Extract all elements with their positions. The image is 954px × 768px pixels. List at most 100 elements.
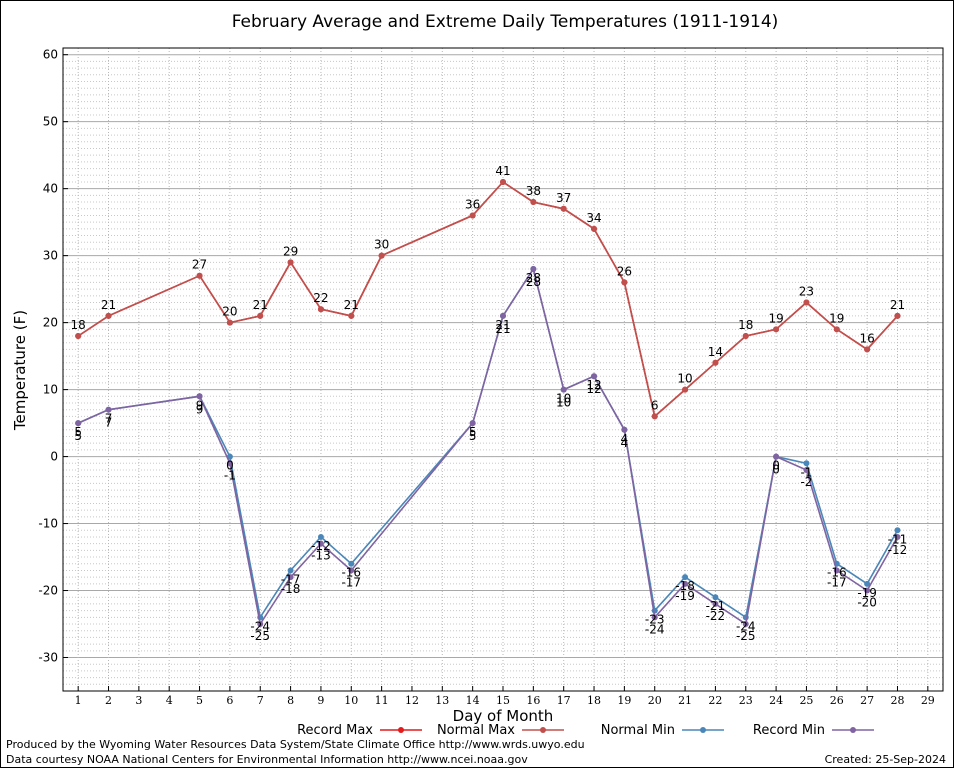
x-tick-label: 9 [317, 694, 324, 707]
point-normal-min [712, 594, 719, 601]
x-tick-label: 13 [435, 694, 449, 707]
data-label-record-max: 10 [677, 372, 692, 386]
x-tick-label: 17 [557, 694, 571, 707]
point-record-min [105, 406, 112, 413]
x-tick-label: 14 [466, 694, 480, 707]
data-label-normal-min: 28 [526, 271, 541, 285]
x-tick-label: 4 [166, 694, 173, 707]
data-label-normal-min: 0 [772, 459, 780, 473]
point-record-min [530, 266, 537, 273]
data-label-record-max: 21 [890, 298, 905, 312]
x-tick-label: 23 [739, 694, 753, 707]
y-tick-label: 60 [43, 48, 58, 62]
data-label-normal-min: 21 [495, 318, 510, 332]
y-tick-label: -10 [38, 517, 58, 531]
x-tick-label: 22 [708, 694, 722, 707]
data-label-record-min: -20 [857, 596, 877, 610]
data-label-record-max: 21 [344, 298, 359, 312]
legend-marker-normal-max [540, 727, 546, 733]
y-tick-label: 10 [43, 383, 58, 397]
point-normal-max [833, 326, 840, 333]
data-label-record-min: -18 [281, 582, 301, 596]
point-normal-max [196, 272, 203, 279]
point-normal-max [864, 346, 871, 353]
point-record-min [773, 453, 780, 460]
legend-label-normal-min: Normal Min [601, 723, 675, 738]
point-normal-min [682, 574, 689, 581]
point-normal-max [712, 359, 719, 366]
footer-produced-by: Produced by the Wyoming Water Resources … [6, 738, 585, 751]
x-tick-label: 20 [648, 694, 662, 707]
data-label-normal-min: -24 [736, 619, 756, 633]
point-record-min [682, 580, 689, 587]
x-tick-label: 12 [405, 694, 419, 707]
point-normal-max [257, 312, 264, 319]
point-normal-min [348, 560, 355, 567]
point-normal-max [348, 312, 355, 319]
point-normal-max [773, 326, 780, 333]
data-label-normal-min: -19 [857, 586, 877, 600]
x-tick-label: 5 [196, 694, 203, 707]
data-label-record-min: -24 [645, 622, 665, 636]
x-tick-label: 8 [287, 694, 294, 707]
point-record-min [560, 386, 567, 393]
point-record-min [348, 567, 355, 574]
data-label-record-min: -19 [675, 589, 695, 603]
data-label-record-min: -17 [341, 575, 361, 589]
data-label-record-min: -2 [800, 475, 812, 489]
data-label-record-min: 10 [556, 396, 571, 410]
legend: Record Max Normal Max Normal Min Record Min [297, 723, 874, 738]
point-record-min [196, 393, 203, 400]
data-label-record-max: 41 [495, 164, 510, 178]
legend-marker-record-max [398, 727, 404, 733]
y-tick-label: 0 [50, 450, 58, 464]
data-label-normal-min: -18 [675, 579, 695, 593]
point-record-min [712, 600, 719, 607]
data-label-record-max: 30 [374, 238, 389, 252]
point-normal-min [803, 460, 810, 467]
legend-label-normal-max: Normal Max [437, 723, 515, 738]
data-label-normal-min: -16 [341, 566, 361, 580]
point-record-min [500, 312, 506, 319]
data-label-record-min: 0 [772, 463, 780, 477]
x-tick-label: 27 [860, 694, 874, 707]
data-label-record-min: -1 [224, 468, 236, 482]
data-label-record-max: 19 [829, 311, 844, 325]
data-label-normal-min: 5 [469, 425, 477, 439]
point-normal-max [742, 333, 749, 340]
data-label-record-min: -22 [706, 609, 726, 623]
x-tick-label: 2 [105, 694, 112, 707]
point-normal-min [287, 567, 294, 574]
point-record-min [803, 466, 810, 473]
data-label-record-min: -12 [888, 543, 908, 557]
x-tick-label: 16 [526, 694, 540, 707]
point-normal-max [591, 225, 598, 232]
data-label-record-min: -17 [827, 575, 847, 589]
data-label-normal-min: -1 [800, 465, 812, 479]
series-line-normal-max [77, 180, 899, 418]
x-tick-label: 19 [617, 694, 631, 707]
point-record-min [257, 621, 264, 628]
data-label-record-max: 21 [101, 298, 116, 312]
point-record-min [469, 420, 476, 427]
point-record-min [651, 614, 658, 621]
y-tick-label: 20 [43, 316, 58, 330]
data-label-normal-min: 5 [74, 425, 82, 439]
data-label-normal-min: -12 [311, 539, 331, 553]
x-tick-label: 7 [257, 694, 264, 707]
x-tick-label: 18 [587, 694, 601, 707]
data-label-record-min: 5 [74, 429, 82, 443]
point-normal-max [560, 205, 567, 212]
footer-data-courtesy: Data courtesy NOAA National Centers for … [6, 753, 528, 766]
point-normal-min [894, 527, 901, 534]
point-normal-max [287, 259, 294, 266]
data-label-record-min: 4 [621, 436, 629, 450]
point-normal-max [651, 413, 658, 420]
data-label-record-max: 23 [799, 285, 814, 299]
point-normal-max [530, 199, 537, 206]
point-normal-max [75, 333, 82, 340]
point-record-min [591, 373, 598, 380]
